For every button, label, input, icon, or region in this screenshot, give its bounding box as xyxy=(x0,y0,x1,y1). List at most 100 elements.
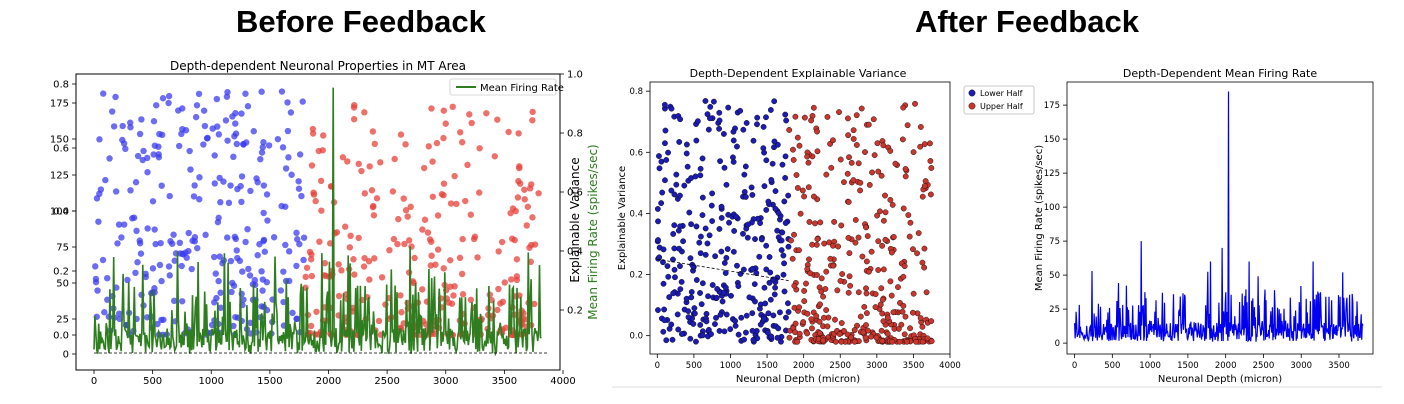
p2-upper-point xyxy=(873,334,880,341)
p2-upper-point xyxy=(909,309,916,316)
p1-lower-point xyxy=(166,192,173,200)
p2-upper-point xyxy=(817,301,823,308)
p2-upper-point xyxy=(851,338,858,345)
p2-upper-point xyxy=(846,273,853,280)
p1-lower-point xyxy=(300,256,307,264)
p1-upper-point xyxy=(309,125,317,133)
p1-upper-point xyxy=(440,107,447,114)
p1-upper-point xyxy=(521,186,528,193)
p2-lower-point xyxy=(761,149,767,156)
p1-upper-point xyxy=(515,130,522,137)
p1-upper-point xyxy=(458,139,466,146)
p2-lower-point xyxy=(725,104,732,111)
p2-lower-point xyxy=(782,111,789,118)
p1-lower-point xyxy=(99,256,107,264)
p2-lower-point xyxy=(670,256,676,263)
p1-upper-point xyxy=(440,191,447,199)
p1-lower-point xyxy=(150,118,158,125)
p2-upper-point xyxy=(801,298,808,305)
p2-upper-point xyxy=(900,205,907,212)
p1-lower-point xyxy=(216,174,223,182)
p2-lower-point xyxy=(746,294,753,301)
p2-lower-point xyxy=(691,310,698,317)
p1-lower-point xyxy=(191,182,198,189)
p2-upper-half-points xyxy=(786,100,935,345)
p1-upper-point xyxy=(408,243,415,250)
p1-lower-point xyxy=(94,287,101,294)
p2-upper-point xyxy=(896,338,903,345)
p1-upper-point xyxy=(377,159,384,166)
p1-lower-point xyxy=(149,265,157,272)
p1-lower-point xyxy=(204,134,211,142)
p2-ytick-label: 0.0 xyxy=(629,332,643,342)
p1-lower-point xyxy=(285,248,293,255)
p2-lower-point xyxy=(660,328,667,335)
p1-upper-point xyxy=(497,300,504,307)
p1-lower-point xyxy=(210,253,218,261)
p2-lower-point xyxy=(703,318,710,325)
p2-upper-point xyxy=(818,275,825,282)
p1-lower-point xyxy=(293,315,300,323)
p3-xtick-label: 2500 xyxy=(1253,361,1275,371)
p2-upper-point xyxy=(814,236,821,242)
p2-xtick-label: 1500 xyxy=(756,361,778,371)
p2-lower-point xyxy=(680,238,686,245)
p2-upper-point xyxy=(845,115,851,122)
p1-upper-point xyxy=(494,116,501,123)
p1-upper-point xyxy=(467,211,474,218)
p2-lower-point xyxy=(661,101,668,108)
p2-lower-point xyxy=(675,227,682,234)
p2-lower-point xyxy=(767,107,774,113)
p1-upper-point xyxy=(468,119,475,127)
p2-lower-point xyxy=(766,254,773,260)
p1-xtick-label: 3500 xyxy=(492,376,517,387)
p1-lower-point xyxy=(175,142,183,150)
p2-upper-point xyxy=(845,199,852,205)
p2-upper-point xyxy=(814,148,821,155)
p2-lower-point xyxy=(732,322,739,329)
p2-upper-point xyxy=(805,159,812,166)
p1-upper-point xyxy=(531,241,539,248)
p2-upper-point xyxy=(860,329,867,336)
p2-lower-point xyxy=(669,336,676,343)
p2-lower-point xyxy=(765,310,772,317)
p2-lower-point xyxy=(733,213,740,220)
p2-lower-point xyxy=(754,121,760,128)
p1-upper-point xyxy=(310,189,317,196)
p1-left-axis: 0 25 50 75 100 125 150 175 0.0 0.2 0.4 0.6 0.8 xyxy=(50,80,76,361)
p2-upper-point xyxy=(857,313,864,320)
p2-lower-point xyxy=(734,143,740,150)
p2-lower-point xyxy=(660,259,666,266)
p2-upper-point xyxy=(804,153,811,160)
p2-upper-point xyxy=(850,136,857,142)
p1-lower-point xyxy=(294,236,301,243)
p1-lower-point xyxy=(127,119,134,126)
p1-upper-point xyxy=(501,279,508,286)
p2-upper-point xyxy=(809,325,815,332)
p1-lower-point xyxy=(153,102,160,109)
p2-lower-point xyxy=(718,203,725,210)
p1-upper-point xyxy=(505,128,512,136)
p1-upper-point xyxy=(429,193,437,200)
p1-lower-point xyxy=(285,154,292,161)
p1-upper-point xyxy=(450,292,457,299)
p1-upper-point xyxy=(440,265,447,272)
p2-upper-point xyxy=(822,286,829,292)
p1-lower-point xyxy=(289,309,296,317)
p1-lower-point xyxy=(296,240,303,248)
p2-lower-point xyxy=(661,306,668,313)
p2-lower-point xyxy=(663,157,670,163)
p1-upper-point xyxy=(397,131,405,138)
p2-upper-point xyxy=(924,335,931,342)
p1-xtick-label: 1000 xyxy=(199,376,224,387)
p2-upper-point xyxy=(848,159,855,166)
p2-lower-point xyxy=(699,280,706,287)
p2-upper-point xyxy=(900,104,907,111)
p1-upper-point xyxy=(306,248,314,256)
p1-lower-point xyxy=(201,122,209,130)
p2-upper-point xyxy=(915,230,922,237)
p2-upper-point xyxy=(811,193,817,200)
p1-xtick-label: 2500 xyxy=(374,376,399,387)
p1-lower-point xyxy=(300,234,308,241)
p1-upper-point xyxy=(514,194,522,201)
